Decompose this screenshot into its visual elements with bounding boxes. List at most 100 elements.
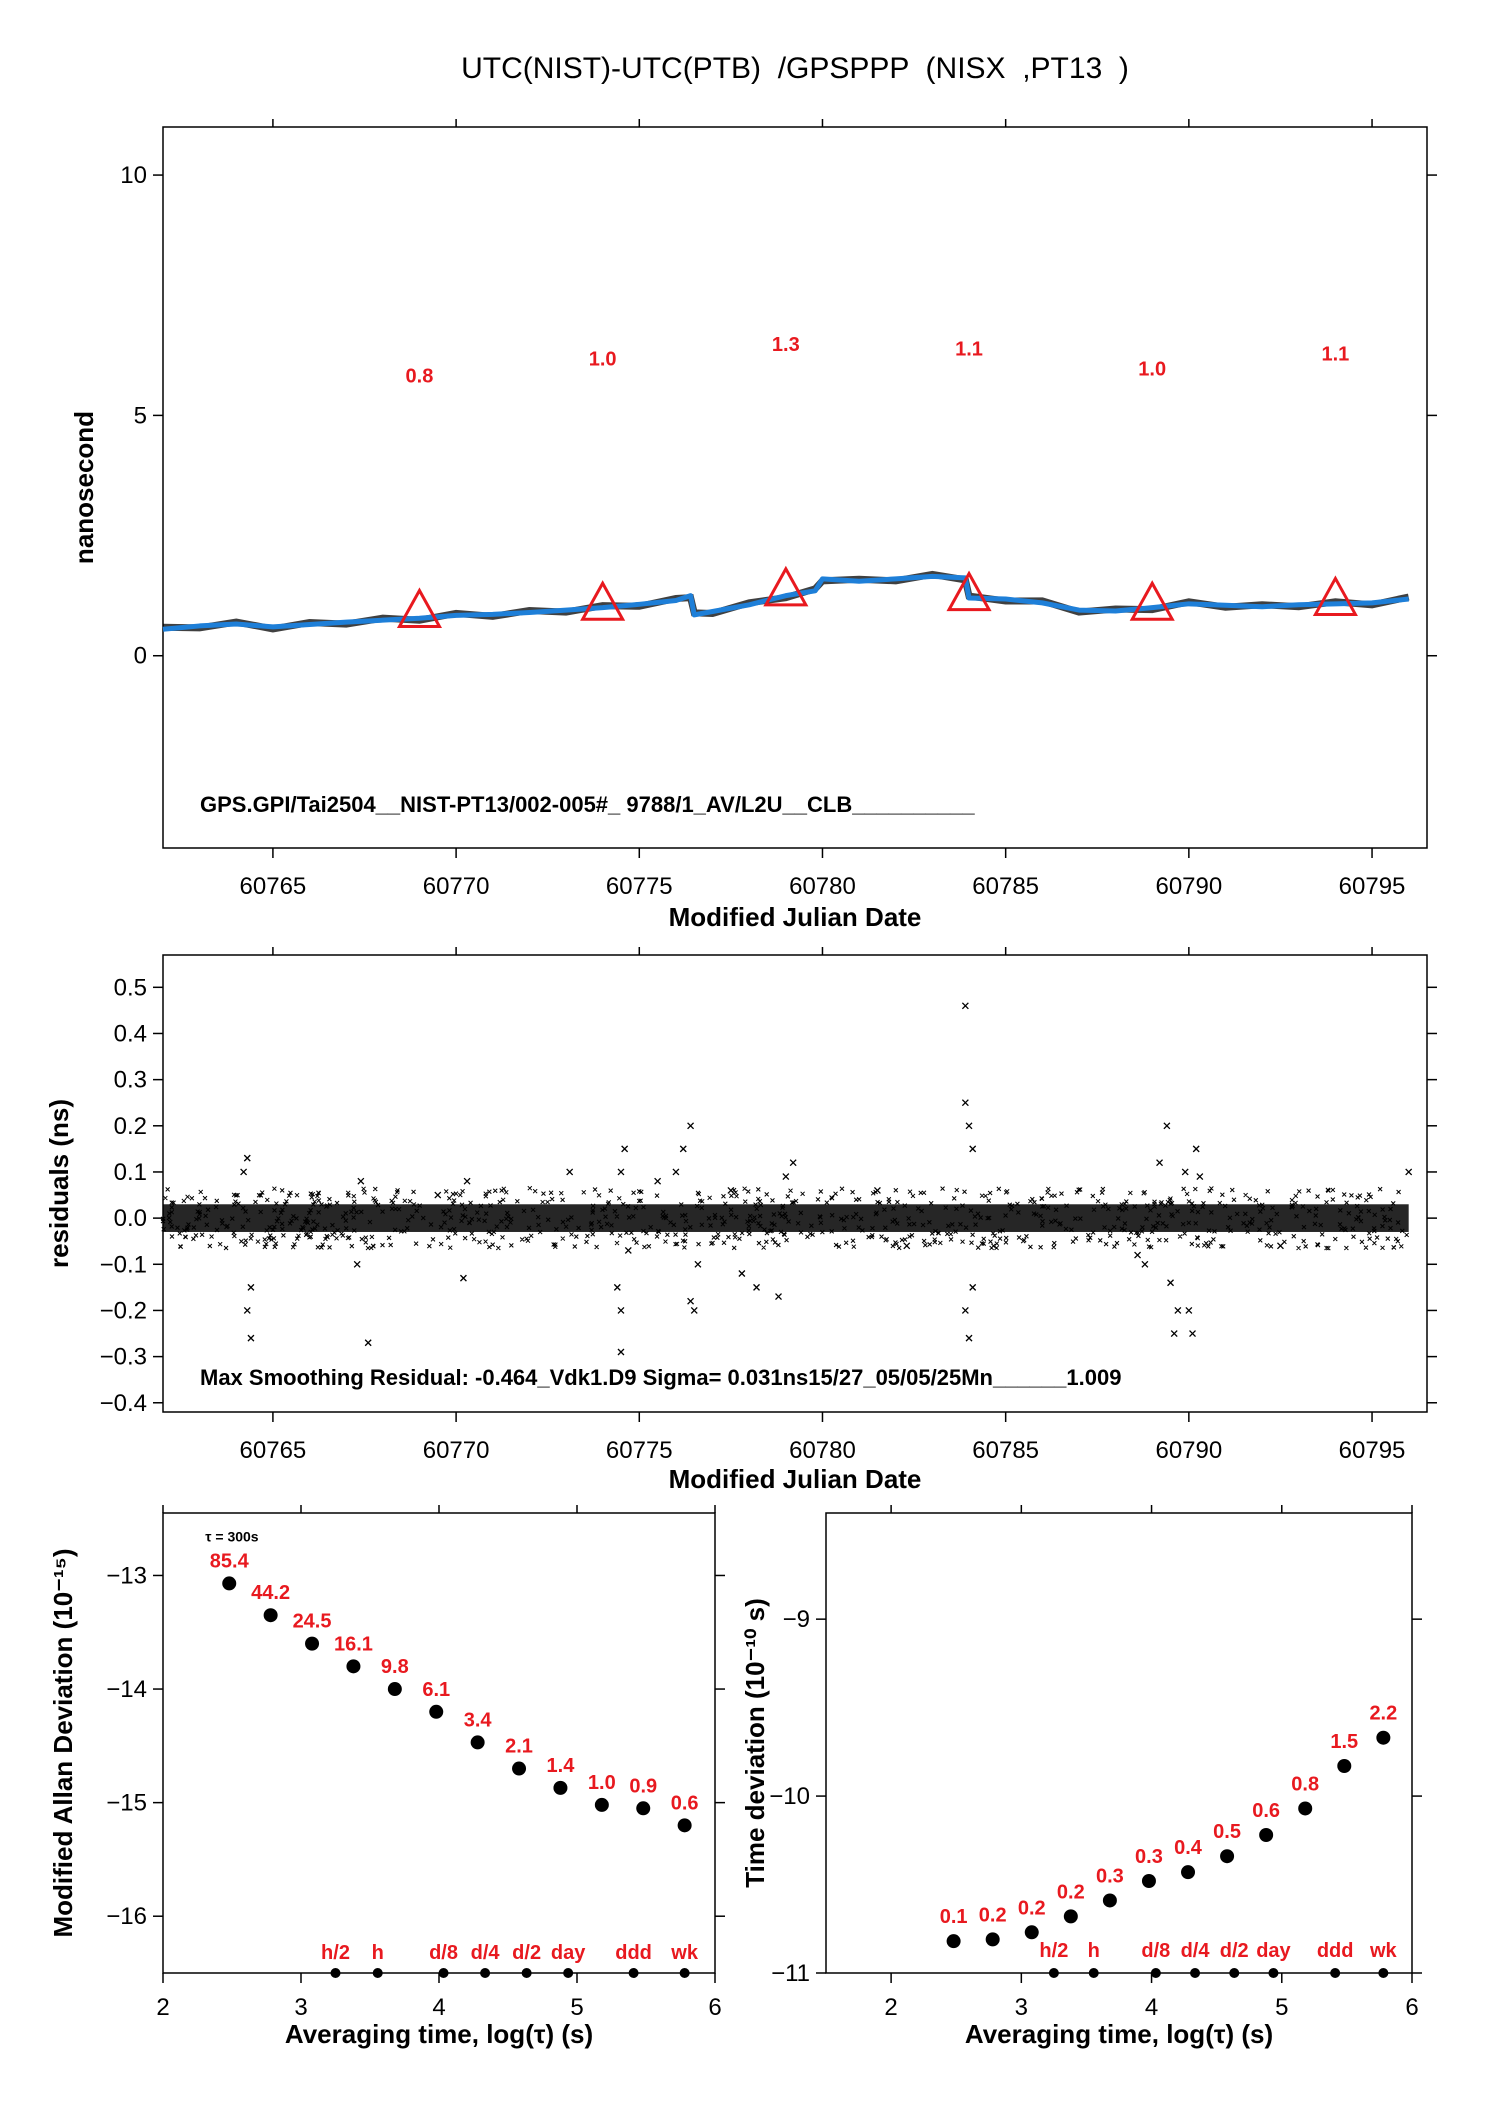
- residual-point: [961, 1306, 969, 1314]
- residual-point: [1174, 1306, 1182, 1314]
- residual-point: [679, 1145, 687, 1153]
- y-tick-label: 0.0: [114, 1205, 147, 1232]
- value-label: 24.5: [293, 1611, 332, 1633]
- data-point: [429, 1704, 444, 1719]
- y-tick-label: −0.1: [100, 1251, 147, 1278]
- residual-point: [1192, 1145, 1200, 1153]
- residual-point: [357, 1177, 365, 1185]
- interval-label: wk: [1369, 1940, 1398, 1962]
- residual-point: [353, 1260, 361, 1268]
- value-label: 2.2: [1369, 1703, 1397, 1725]
- marker-value-label: 1.1: [1321, 343, 1349, 365]
- residual-point: [1134, 1251, 1142, 1259]
- interval-dot: [679, 1968, 690, 1978]
- interval-label: day: [551, 1942, 586, 1964]
- value-label: 1.0: [588, 1772, 616, 1794]
- value-label: 0.2: [1057, 1881, 1085, 1903]
- interval-label: ddd: [1317, 1940, 1354, 1962]
- triangle-marker: [396, 587, 443, 628]
- interval-label: ddd: [615, 1942, 652, 1964]
- value-label: 0.6: [1252, 1800, 1280, 1822]
- y-axis-label: Time deviation (10⁻¹⁰ s): [740, 1598, 770, 1888]
- x-tick-label: 6: [708, 1994, 721, 2021]
- residual-point: [1189, 1330, 1196, 1337]
- data-point: [263, 1608, 278, 1623]
- interval-label: d/4: [471, 1942, 501, 1964]
- y-tick-label: 0.5: [114, 974, 147, 1001]
- residual-point: [903, 1242, 911, 1250]
- x-axis-label: Averaging time, log(τ) (s): [965, 2019, 1273, 2049]
- interval-dot: [480, 1968, 491, 1978]
- x-tick-label: 60790: [1155, 873, 1222, 900]
- triangle-marker: [580, 580, 626, 621]
- value-label: 0.6: [671, 1792, 699, 1814]
- residual-point: [873, 1186, 881, 1194]
- residual-point: [243, 1306, 251, 1314]
- x-tick-label: 60785: [972, 873, 1039, 900]
- data-point: [677, 1818, 692, 1833]
- interval-label: wk: [670, 1942, 699, 1964]
- data-point: [946, 1934, 961, 1949]
- x-tick-label: 60775: [606, 873, 673, 900]
- interval-dot: [1229, 1968, 1240, 1978]
- interval-dot: [628, 1968, 639, 1978]
- triangle-marker: [763, 565, 809, 607]
- value-label: 85.4: [210, 1550, 250, 1572]
- residual-noise-points: [160, 1185, 1410, 1251]
- residual-band: [163, 1204, 1409, 1232]
- residual-point: [687, 1122, 695, 1130]
- value-label: 0.9: [629, 1775, 657, 1797]
- value-label: 2.1: [505, 1736, 533, 1758]
- data-point: [553, 1780, 568, 1795]
- x-tick-label: 60780: [789, 1437, 856, 1464]
- interval-label: h/2: [1039, 1940, 1068, 1962]
- plot-frame: [162, 1512, 716, 1974]
- x-tick-label: 60765: [240, 873, 307, 900]
- y-tick-label: −16: [106, 1903, 147, 1930]
- value-label: 44.2: [251, 1582, 290, 1604]
- y-tick-label: −13: [106, 1562, 147, 1589]
- data-point: [346, 1659, 361, 1674]
- interval-label: d/2: [1220, 1940, 1249, 1962]
- time-difference-panel: 60765 60770 60775 60780 60785 60790 60795 0 5 10 M…: [69, 119, 1437, 932]
- residual-point: [690, 1306, 698, 1314]
- data-point: [1063, 1909, 1078, 1924]
- residuals-panel: 60765 60770 60775 60780 60785 60790 60795 −0.4 −…: [44, 947, 1437, 1494]
- link-annotation: GPS.GPI/Tai2504__NIST-PT13/002-005#_ 978…: [200, 792, 975, 817]
- x-tick-label: 2: [156, 1994, 169, 2021]
- x-tick-label: 3: [1015, 1994, 1028, 2021]
- plot-frame: [162, 954, 1428, 1413]
- y-tick-label: −0.3: [100, 1344, 147, 1371]
- marker-value-label: 1.0: [1138, 358, 1166, 380]
- data-point: [1181, 1865, 1196, 1880]
- x-tick-label: 5: [570, 1994, 583, 2021]
- x-tick-label: 2: [884, 1994, 897, 2021]
- y-tick-label: −14: [106, 1676, 147, 1703]
- residual-point: [243, 1154, 251, 1162]
- residual-point: [965, 1122, 973, 1130]
- interval-label: h: [372, 1942, 384, 1964]
- tau0-label: τ = 300s: [205, 1528, 259, 1544]
- value-label: 1.5: [1330, 1731, 1358, 1753]
- data-point: [1220, 1849, 1235, 1864]
- residual-point: [727, 1186, 735, 1194]
- residual-point: [672, 1168, 680, 1176]
- time-deviation-panel: 2 3 4 5 6 −9 −10 −11 Averaging time, log(τ) (s) T…: [740, 1505, 1422, 2049]
- x-tick-label: 60790: [1155, 1437, 1222, 1464]
- y-tick-label: 10: [120, 162, 147, 189]
- value-label: 0.8: [1291, 1773, 1319, 1795]
- interval-dot: [563, 1968, 574, 1978]
- value-label: 0.3: [1096, 1865, 1124, 1887]
- x-tick-label: 60795: [1339, 873, 1406, 900]
- residual-point: [654, 1177, 662, 1185]
- marker-value-label: 0.8: [406, 365, 434, 387]
- y-tick-label: −0.2: [100, 1297, 147, 1324]
- value-label: 1.4: [547, 1755, 576, 1777]
- residual-point: [1196, 1173, 1204, 1181]
- y-tick-label: −15: [106, 1790, 147, 1817]
- x-tick-label: 60765: [240, 1437, 307, 1464]
- interval-label: day: [1256, 1940, 1291, 1962]
- interval-dot: [521, 1968, 532, 1978]
- interval-label: d/8: [1141, 1940, 1170, 1962]
- x-tick-label: 60795: [1339, 1437, 1406, 1464]
